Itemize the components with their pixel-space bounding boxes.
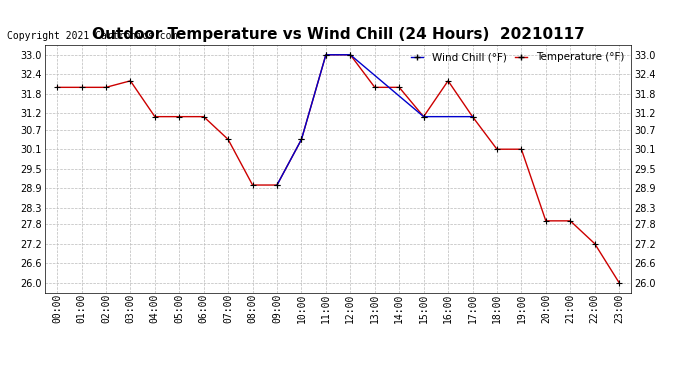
Text: Copyright 2021 Cartronics.com: Copyright 2021 Cartronics.com <box>7 32 177 41</box>
Title: Outdoor Temperature vs Wind Chill (24 Hours)  20210117: Outdoor Temperature vs Wind Chill (24 Ho… <box>92 27 584 42</box>
Legend: Wind Chill (°F), Temperature (°F): Wind Chill (°F), Temperature (°F) <box>408 50 626 64</box>
